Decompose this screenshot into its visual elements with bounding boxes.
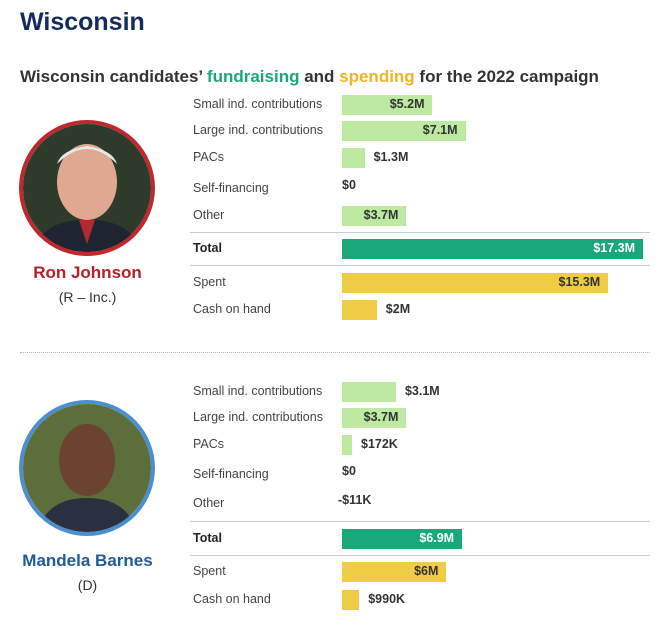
bar-row: Spent $15.3M (193, 273, 653, 293)
bar-row: Other $3.7M (193, 206, 653, 226)
category-label: Other (193, 496, 225, 510)
category-label: Large ind. contributions (193, 123, 323, 137)
section-divider (20, 352, 650, 353)
bar-row: PACs $1.3M (193, 148, 653, 168)
category-label: Self-financing (193, 181, 269, 195)
data-label: $2M (385, 302, 411, 316)
bar (342, 206, 407, 226)
candidate-name: Mandela Barnes (22, 551, 153, 570)
data-label: $3.1M (404, 384, 440, 398)
category-label: Large ind. contributions (193, 410, 323, 424)
data-label: -$11K (338, 493, 372, 507)
category-label: Other (193, 208, 225, 222)
bar (342, 562, 447, 582)
category-label: Spent (193, 275, 226, 289)
separator-line (190, 232, 650, 233)
bar (342, 121, 466, 141)
bar-row: Small ind. contributions $5.2M (193, 95, 653, 115)
subtitle-pre: Wisconsin candidates’ (20, 67, 207, 86)
bar-row: Large ind. contributions $3.7M (193, 408, 653, 428)
subtitle-mid: and (299, 67, 340, 86)
category-label: Cash on hand (193, 592, 271, 606)
bar-row: Spent $6M (193, 562, 653, 582)
candidate-photo (19, 400, 155, 536)
bar-row: Cash on hand $990K (193, 590, 653, 610)
data-label: $3.7M (363, 208, 399, 222)
bar-row: Large ind. contributions $7.1M (193, 121, 653, 141)
candidate-party: (R – Inc.) (58, 289, 117, 305)
category-label: Total (193, 531, 222, 545)
bar (342, 408, 407, 428)
data-label: $172K (361, 437, 398, 451)
bar (342, 95, 433, 115)
category-label: Spent (193, 564, 226, 578)
bar (342, 148, 365, 168)
category-label: Total (193, 241, 222, 255)
bar (342, 239, 644, 259)
data-label: $3.7M (363, 410, 399, 424)
portrait-icon (23, 404, 151, 532)
portrait-icon (23, 124, 151, 252)
bar-row: Self-financing $0 (193, 464, 653, 485)
category-label: Self-financing (193, 467, 269, 481)
data-label: $1.3M (373, 150, 409, 164)
bar (342, 300, 377, 320)
subtitle-fundraising: fundraising (206, 67, 300, 86)
data-label: $990K (368, 592, 406, 606)
data-label: $7.1M (422, 123, 458, 137)
bar (342, 273, 609, 293)
data-label: $6.9M (419, 531, 455, 545)
category-label: Cash on hand (193, 302, 271, 316)
category-label: Small ind. contributions (193, 97, 323, 111)
data-label: $15.3M (558, 275, 601, 289)
data-label: $0 (342, 178, 356, 192)
bar (342, 529, 463, 549)
bar-row: Cash on hand $2M (193, 300, 653, 320)
page-title: Wisconsin (20, 8, 145, 36)
category-label: PACs (193, 150, 225, 164)
bar-row: Small ind. contributions $3.1M (193, 382, 653, 402)
candidate-name: Ron Johnson (33, 263, 142, 282)
bar (342, 590, 360, 610)
data-label: $17.3M (593, 241, 636, 255)
bar-row: Total $6.9M (193, 529, 653, 549)
bar (342, 435, 352, 455)
candidate-party: (D) (77, 577, 98, 593)
bar-row: PACs $172K (193, 435, 653, 455)
category-label: PACs (193, 437, 225, 451)
data-label: $6M (414, 564, 439, 578)
separator-line (190, 555, 650, 556)
bar-row: Total $17.3M (193, 239, 653, 259)
subtitle-spending: spending (339, 67, 415, 86)
separator-line (190, 521, 650, 522)
candidate-photo (19, 120, 155, 256)
chart-subtitle: Wisconsin candidates’ fundraising and sp… (20, 67, 599, 87)
separator-line (190, 265, 650, 266)
bar (342, 382, 396, 402)
category-label: Small ind. contributions (193, 384, 323, 398)
bar-row: Other -$11K (193, 493, 653, 514)
subtitle-post: for the 2022 campaign (414, 67, 599, 86)
data-label: $5.2M (389, 97, 425, 111)
data-label: $0 (342, 464, 356, 478)
bar-row: Self-financing $0 (193, 178, 653, 199)
